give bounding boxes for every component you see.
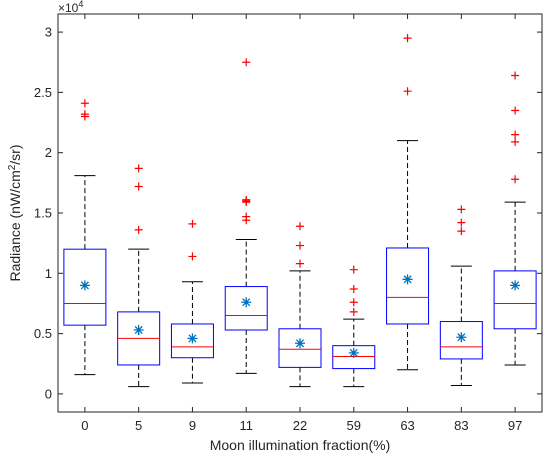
outlier-marker [242,212,251,221]
outlier-marker [188,252,197,261]
mean-marker [187,333,198,344]
y-tick-label: 1 [45,266,52,281]
y-axis-label-main: Radiance (nW/cm [7,170,23,281]
y-axis-label: Radiance (nW/cm2/sr) [7,144,23,281]
outlier-marker [457,227,466,236]
outlier-marker [349,265,358,274]
axes-frame [57,13,543,413]
y-tick-label: 3 [45,25,52,40]
y-axis-label-superscript: 2 [7,164,18,170]
outlier-marker [511,175,520,184]
outlier-marker [134,164,143,173]
outlier-marker [242,195,251,204]
x-tick-label: 11 [239,418,253,433]
outlier-marker [403,34,412,43]
outlier-marker [511,137,520,146]
outlier-marker [80,99,89,108]
outlier-marker [188,219,197,228]
x-tick-label: 9 [189,418,196,433]
interquartile-box [224,286,268,331]
x-axis-label: Moon illumination fraction(%) [210,437,391,453]
x-tick-label: 0 [81,418,88,433]
outlier-marker [403,87,412,96]
mean-marker [133,324,144,335]
box-83 [439,205,483,386]
outlier-marker [134,225,143,234]
y-axis-label-tail: /sr) [7,144,23,164]
outlier-marker [349,307,358,316]
x-tick-label: 22 [293,418,307,433]
interquartile-box [63,248,107,326]
box-0 [63,99,107,376]
mean-marker [79,280,90,291]
outlier-marker [511,130,520,139]
y-tick-label: 0.5 [34,326,52,341]
x-tick-label: 97 [508,418,522,433]
box-22 [278,222,322,388]
interquartile-box [386,247,430,325]
x-tick-label: 63 [400,418,414,433]
outlier-marker [511,106,520,115]
x-tick-label: 5 [135,418,142,433]
outlier-marker [296,222,304,231]
outlier-marker [296,241,304,250]
box-59 [332,265,376,388]
mean-marker [402,274,413,285]
y-exponent-base: ×10 [58,1,79,15]
box-97 [493,71,537,366]
outlier-marker [349,284,358,293]
interquartile-box [170,323,214,359]
interquartile-box [332,345,376,370]
y-tick-label: 2 [45,145,52,160]
mean-marker [295,338,305,349]
y-tick-label: 0 [45,386,52,401]
box-63 [386,34,430,371]
y-tick-label: 2.5 [34,85,52,100]
outlier-marker [296,259,304,268]
box-9 [170,219,214,384]
plot-area [63,34,537,388]
y-exponent-power: 4 [78,0,83,9]
interquartile-box [493,270,537,330]
outlier-marker [457,218,466,227]
axes: 00.511.522.530 5 9 11 22 59 63 83 97 [34,13,543,433]
box-11 [224,58,268,374]
mean-marker [348,347,359,358]
interquartile-box [439,321,483,360]
outlier-marker [511,71,520,80]
outlier-marker [134,182,143,191]
mean-marker [456,332,467,343]
outlier-marker [457,205,466,214]
outlier-marker [80,110,89,119]
box-5 [117,164,161,388]
y-axis-exponent: ×104 [58,0,83,15]
outlier-marker [242,58,251,67]
interquartile-box [278,328,322,368]
mean-marker [241,297,252,308]
x-tick-label: 83 [454,418,468,433]
outlier-marker [349,298,358,307]
y-tick-label: 1.5 [34,206,52,221]
mean-marker [510,280,521,291]
x-tick-label: 59 [347,418,361,433]
